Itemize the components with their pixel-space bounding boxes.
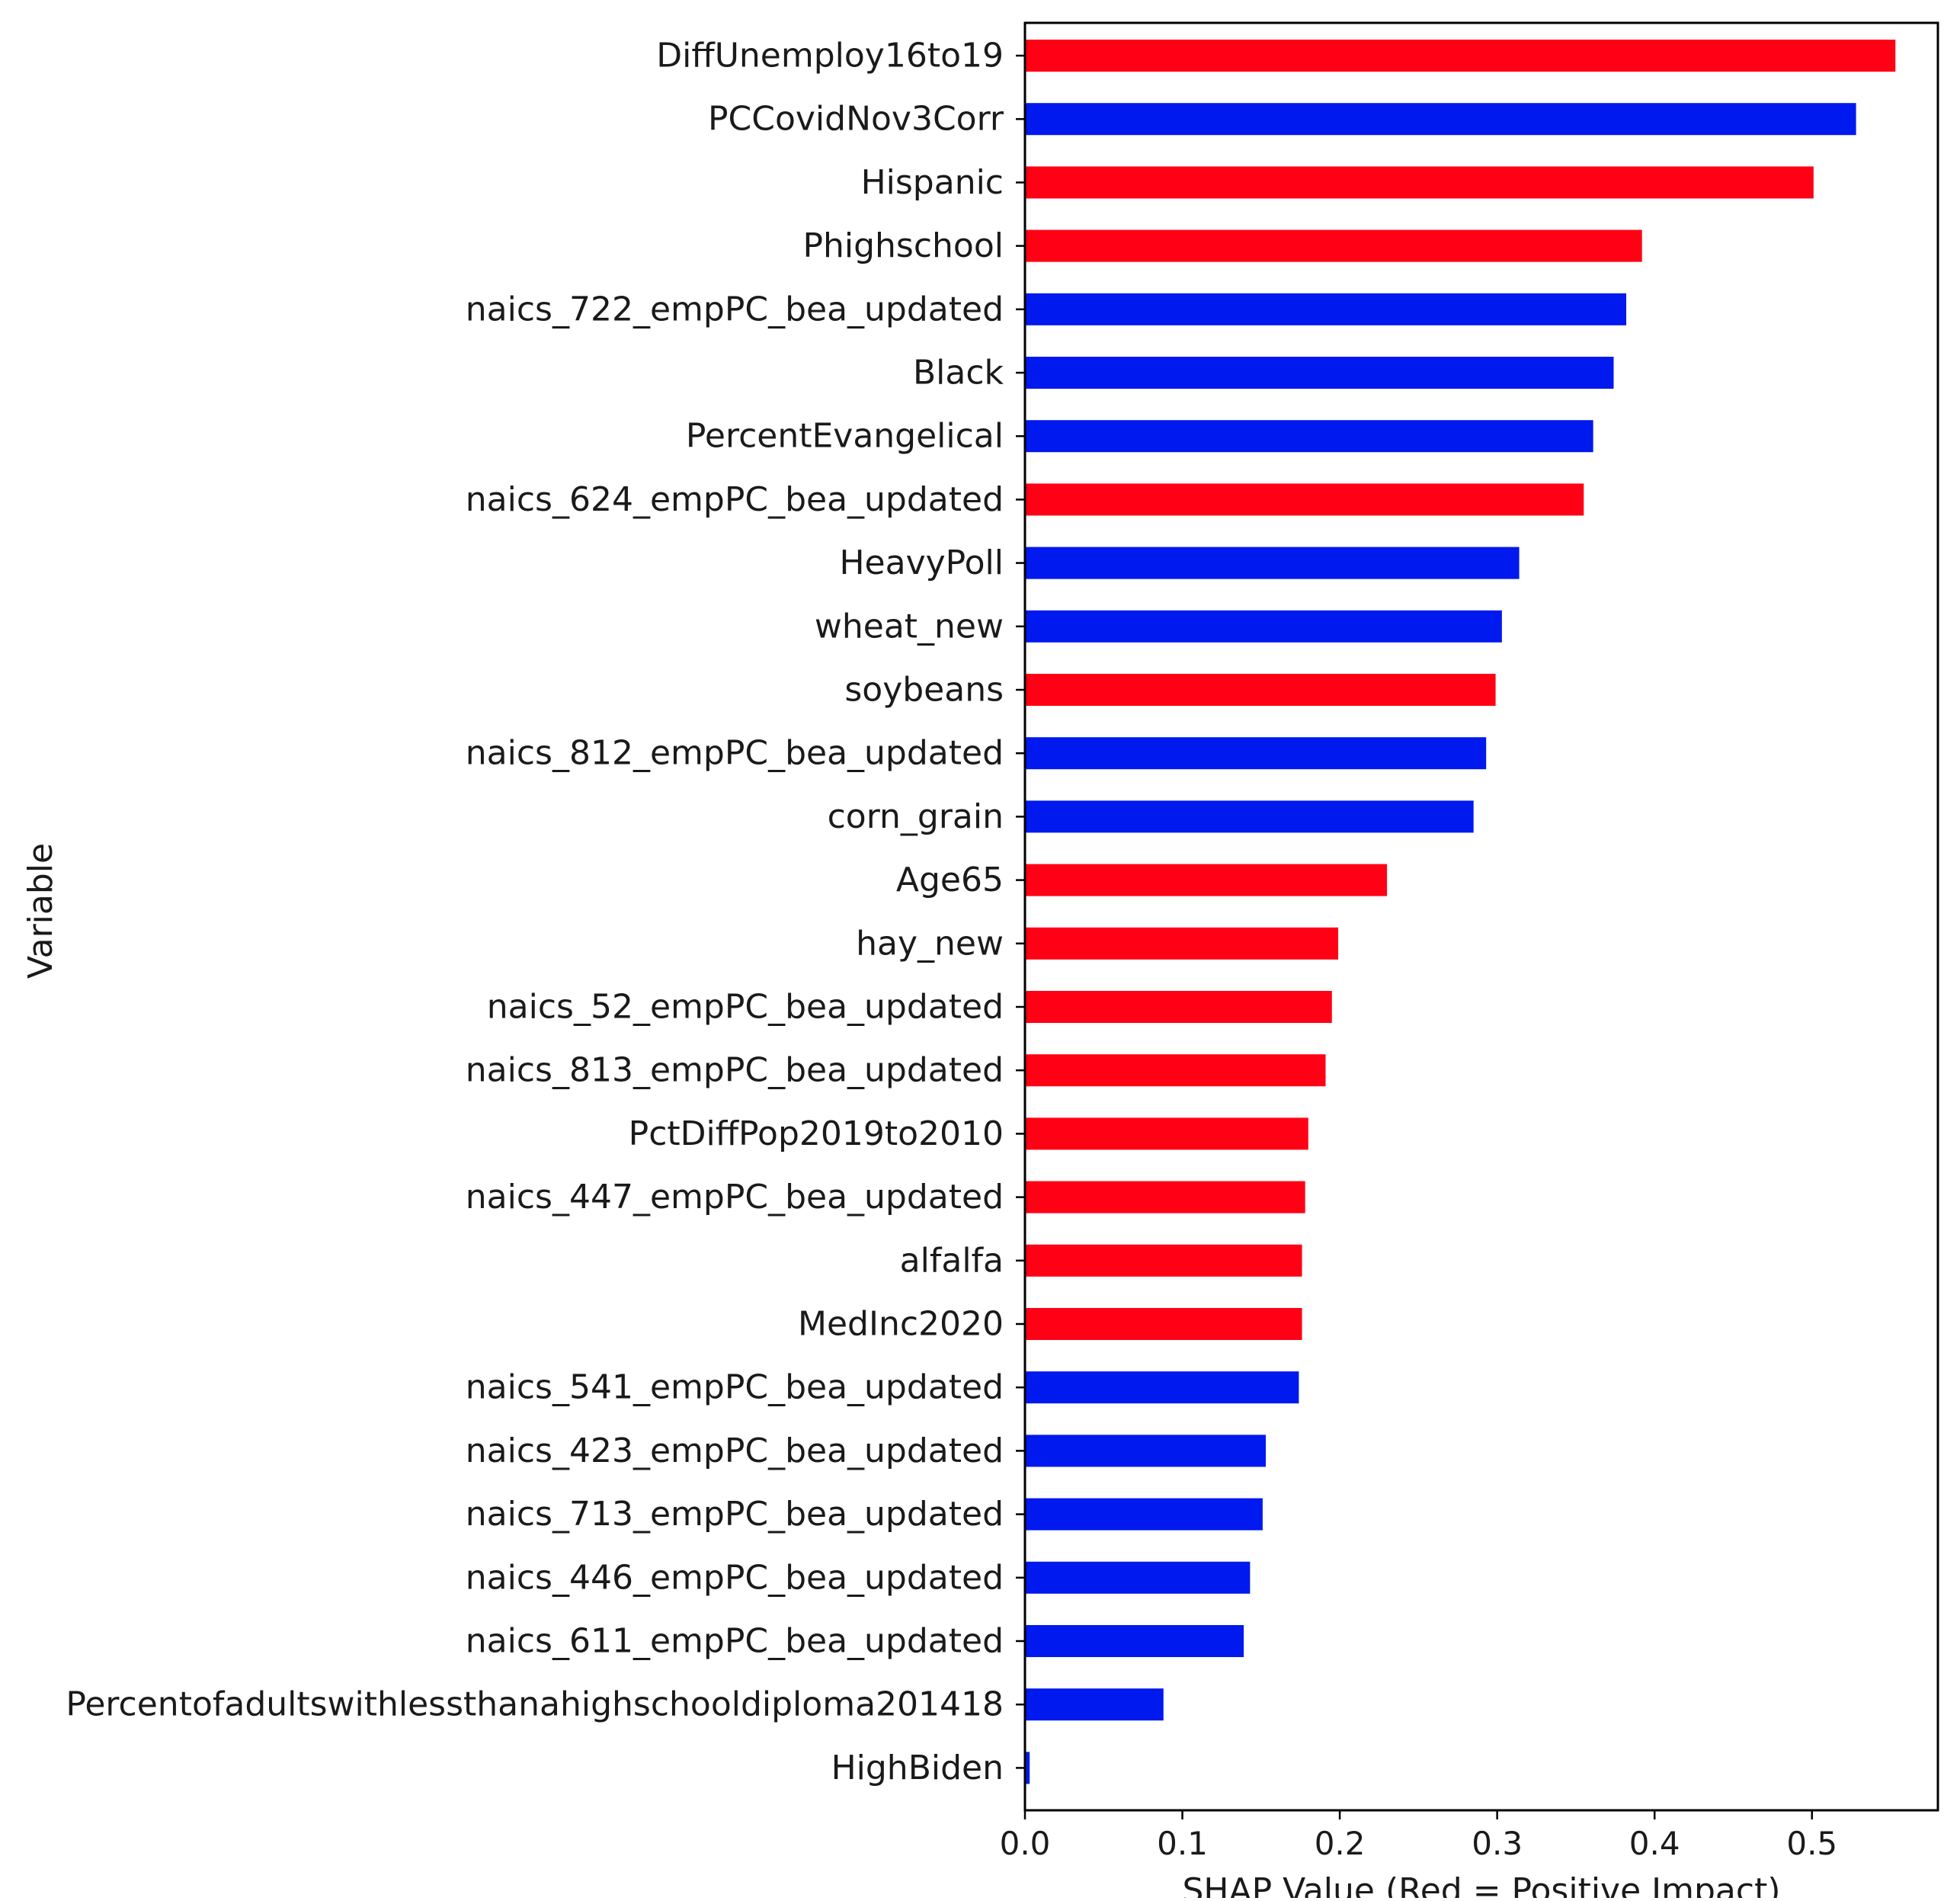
y-tick-label: naics_541_empPC_bea_updated [466, 1368, 1004, 1407]
y-tick-label: naics_446_empPC_bea_updated [466, 1558, 1004, 1597]
y-tick-label: HeavyPoll [839, 543, 1004, 582]
bar-naics_813_empPC_bea_updated [1025, 1054, 1326, 1087]
bars-group [1025, 40, 1896, 1784]
y-axis-label: Variable [21, 843, 60, 979]
bar-naics_722_empPC_bea_updated [1025, 293, 1627, 325]
y-tick-label: naics_624_empPC_bea_updated [466, 480, 1004, 519]
y-tick-label: Hispanic [861, 163, 1004, 202]
x-tick-label: 0.5 [1786, 1825, 1837, 1862]
y-tick-label: soybeans [844, 671, 1004, 710]
y-tick-label: PctDiffPop2019to2010 [629, 1114, 1004, 1153]
bar-HeavyPoll [1025, 547, 1520, 579]
y-tick-label: Age65 [896, 861, 1004, 899]
bar-naics_611_empPC_bea_updated [1025, 1625, 1244, 1657]
bar-naics_52_empPC_bea_updated [1025, 991, 1332, 1023]
x-tick-label: 0.4 [1629, 1825, 1680, 1862]
bar-naics_541_empPC_bea_updated [1025, 1371, 1299, 1404]
bar-soybeans [1025, 674, 1496, 706]
y-tick-label: wheat_new [815, 607, 1004, 646]
y-tick-label: Percentofadultswithlessthanahighschooldi… [66, 1685, 1004, 1724]
y-tick-label: MedInc2020 [798, 1305, 1004, 1344]
bar-hay_new [1025, 927, 1339, 960]
y-tick-label: DiffUnemploy16to19 [656, 37, 1004, 75]
bar-naics_812_empPC_bea_updated [1025, 737, 1487, 770]
bar-Phighschool [1025, 229, 1642, 262]
bar-corn_grain [1025, 800, 1474, 833]
y-tick-label: hay_new [856, 924, 1004, 963]
bar-wheat_new [1025, 610, 1502, 643]
bar-MedInc2020 [1025, 1308, 1302, 1340]
y-tick-label: PercentEvangelical [686, 417, 1004, 456]
x-axis-label: SHAP Value (Red = Positive Impact) [1183, 1871, 1781, 1898]
bar-PctDiffPop2019to2010 [1025, 1117, 1308, 1150]
y-tick-label: alfalfa [900, 1241, 1004, 1280]
x-tick-label: 0.3 [1472, 1825, 1523, 1862]
x-tick-label: 0.2 [1315, 1825, 1366, 1862]
y-tick-label: naics_52_empPC_bea_updated [487, 988, 1004, 1027]
bar-PCCovidNov3Corr [1025, 103, 1856, 136]
x-tick-label: 0.0 [1000, 1825, 1051, 1862]
y-tick-marks [1016, 54, 1025, 1769]
y-tick-label: Phighschool [802, 226, 1004, 265]
y-tick-label: corn_grain [828, 797, 1004, 836]
bar-naics_446_empPC_bea_updated [1025, 1561, 1251, 1594]
x-tick-label: 0.1 [1157, 1825, 1208, 1862]
x-axis: 0.0 0.1 0.2 0.3 0.4 0.5 [1000, 1810, 1837, 1862]
bar-alfalfa [1025, 1244, 1302, 1277]
bar-Age65 [1025, 864, 1388, 896]
bar-Percentofadultswithlessthanahighschooldiploma201418 [1025, 1688, 1164, 1721]
bar-naics_423_empPC_bea_updated [1025, 1435, 1267, 1467]
y-tick-label: naics_812_empPC_bea_updated [466, 734, 1004, 773]
y-tick-label: naics_611_empPC_bea_updated [466, 1622, 1004, 1661]
bar-DiffUnemploy16to19 [1025, 40, 1896, 72]
bar-Black [1025, 357, 1614, 389]
bar-Hispanic [1025, 166, 1814, 199]
y-tick-label: naics_447_empPC_bea_updated [466, 1178, 1004, 1217]
y-tick-label: naics_813_empPC_bea_updated [466, 1051, 1004, 1090]
bar-naics_447_empPC_bea_updated [1025, 1181, 1305, 1213]
y-tick-label: naics_423_empPC_bea_updated [466, 1431, 1004, 1470]
plot-frame [1023, 21, 1939, 1812]
bar-PercentEvangelical [1025, 420, 1593, 453]
y-tick-label: naics_713_empPC_bea_updated [466, 1495, 1004, 1534]
bar-HighBiden [1025, 1752, 1030, 1784]
y-tick-label: HighBiden [831, 1749, 1004, 1787]
y-tick-label: naics_722_empPC_bea_updated [466, 290, 1004, 329]
y-tick-label: Black [913, 354, 1004, 393]
y-tick-label: PCCovidNov3Corr [708, 100, 1004, 139]
bar-naics_713_empPC_bea_updated [1025, 1498, 1263, 1531]
y-tick-labels: DiffUnemploy16to19 PCCovidNov3Corr Hispani… [66, 37, 1004, 1787]
bar-naics_624_empPC_bea_updated [1025, 483, 1584, 516]
